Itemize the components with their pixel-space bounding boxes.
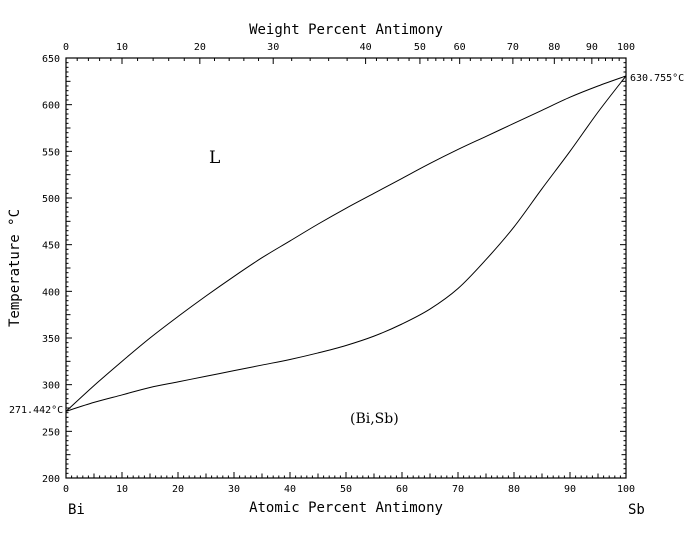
solidus-curve <box>65 75 627 412</box>
x-tick-label: 10 <box>116 484 128 495</box>
y-tick-label: 300 <box>42 381 60 392</box>
x2-tick-label: 100 <box>617 42 635 53</box>
y-tick-label: 450 <box>42 241 60 252</box>
x-tick-label: 50 <box>340 484 352 495</box>
x-tick-label: 60 <box>396 484 408 495</box>
x2-tick-label: 90 <box>586 42 598 53</box>
y-tick-label: 350 <box>42 334 60 345</box>
y-tick-label: 200 <box>42 474 60 485</box>
x2-tick-label: 10 <box>116 42 128 53</box>
x-tick-label: 0 <box>63 484 69 495</box>
x2-tick-label: 50 <box>414 42 426 53</box>
element-label-bi: Bi <box>68 502 85 518</box>
x-tick-label: 90 <box>564 484 576 495</box>
y-axis-title: Temperature °C <box>7 209 23 327</box>
plot-frame <box>65 57 627 479</box>
x-tick-label: 70 <box>452 484 464 495</box>
bottom-axis-title: Atomic Percent Antimony <box>249 500 443 516</box>
phase-curves <box>65 75 627 412</box>
element-label-sb: Sb <box>628 502 645 518</box>
liquidus-curve <box>65 75 627 412</box>
x2-tick-label: 20 <box>194 42 206 53</box>
x-tick-label: 30 <box>228 484 240 495</box>
top-axis-title: Weight Percent Antimony <box>249 22 443 38</box>
x2-tick-label: 80 <box>548 42 560 53</box>
y-tick-label: 550 <box>42 147 60 158</box>
solid-solution-label: (Bi,Sb) <box>350 411 399 427</box>
x2-tick-label: 0 <box>63 42 69 53</box>
x-tick-label: 20 <box>172 484 184 495</box>
x2-tick-label: 30 <box>267 42 279 53</box>
sb-melting-point-label: 630.755°C <box>630 73 684 84</box>
y-tick-label: 400 <box>42 287 60 298</box>
tick-marks <box>65 57 627 479</box>
y-tick-label: 500 <box>42 194 60 205</box>
x-tick-label: 100 <box>617 484 635 495</box>
x-tick-label: 80 <box>508 484 520 495</box>
y-tick-label: 250 <box>42 427 60 438</box>
y-tick-label: 650 <box>42 54 60 65</box>
x2-tick-label: 60 <box>454 42 466 53</box>
liquid-phase-label: L <box>209 148 220 168</box>
bi-melting-point-label: 271.442°C <box>9 405 63 416</box>
x2-tick-label: 70 <box>507 42 519 53</box>
tick-labels: 0 10 20 30 40 50 60 70 80 90 100200250300350400450… <box>42 42 635 495</box>
y-tick-label: 600 <box>42 101 60 112</box>
x-tick-label: 40 <box>284 484 296 495</box>
x2-tick-label: 40 <box>360 42 372 53</box>
